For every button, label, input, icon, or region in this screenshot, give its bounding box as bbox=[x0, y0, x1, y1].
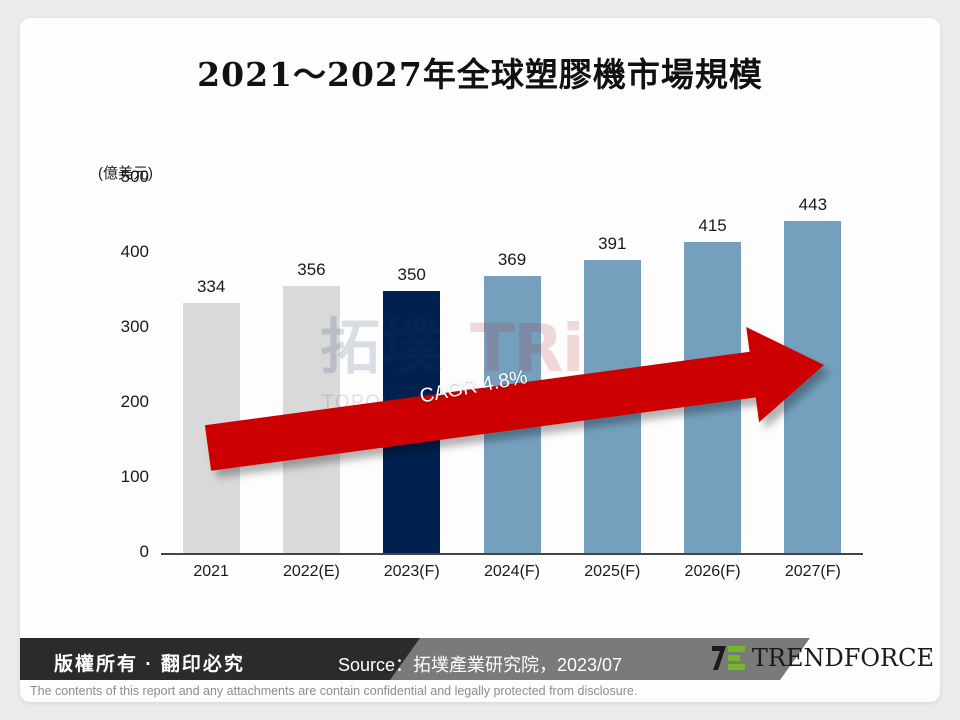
bar-value-label: 369 bbox=[497, 250, 527, 270]
disclaimer-text: The contents of this report and any atta… bbox=[30, 684, 638, 698]
brand-name: TRENDFORCE bbox=[751, 644, 934, 672]
x-axis-tick: 2022(E) bbox=[282, 563, 340, 580]
x-axis-tick: 2026(F) bbox=[684, 563, 741, 580]
bar-value-label: 443 bbox=[798, 194, 828, 214]
y-axis-tick: 0 bbox=[139, 542, 149, 561]
bar-value-label: 350 bbox=[397, 264, 426, 284]
bar-value-label: 356 bbox=[297, 260, 326, 279]
slide-canvas: 2021～2027年全球塑膠機市場規模 (億美元) 0 100 200 300 400 5… bbox=[20, 18, 940, 702]
bar bbox=[784, 220, 842, 553]
source-text: Source：拓墣產業研究院，2023/07 bbox=[337, 655, 623, 675]
bar bbox=[282, 286, 340, 553]
bar bbox=[583, 259, 641, 553]
y-axis-tick: 200 bbox=[120, 392, 149, 411]
page-title: 2021～2027年全球塑膠機市場規模 bbox=[197, 55, 763, 94]
bar-chart: (億美元) 0 100 200 300 400 500 334 356 350 369 391 41… bbox=[20, 18, 940, 638]
y-axis-tick: 400 bbox=[120, 242, 149, 261]
footer: Source：拓墣產業研究院，2023/07 版權所有 · 翻印必究 TREND… bbox=[20, 632, 940, 702]
brand-logo: TRENDFORCE bbox=[711, 644, 934, 672]
x-axis-line bbox=[161, 553, 863, 555]
x-axis-tick: 2021 bbox=[193, 563, 229, 580]
y-axis-unit-label: (億美元) bbox=[98, 165, 153, 182]
x-axis-tick: 2023(F) bbox=[383, 563, 440, 580]
bar bbox=[182, 302, 240, 553]
trendforce-mark-icon bbox=[711, 646, 745, 670]
copyright-text: 版權所有 · 翻印必究 bbox=[54, 654, 245, 675]
bar bbox=[383, 290, 441, 553]
x-axis-tick: 2025(F) bbox=[584, 563, 641, 580]
bar bbox=[684, 241, 742, 553]
x-axis-tick: 2024(F) bbox=[483, 563, 541, 580]
footer-band bbox=[20, 638, 940, 680]
x-axis-tick: 2027(F) bbox=[784, 563, 841, 580]
bar bbox=[483, 276, 541, 553]
y-axis-tick: 500 bbox=[120, 167, 149, 186]
bar-value-label: 415 bbox=[698, 215, 727, 235]
y-axis-tick: 100 bbox=[120, 467, 149, 486]
y-axis-tick: 300 bbox=[120, 317, 149, 336]
bar-value-label: 391 bbox=[598, 233, 627, 253]
bar-value-label: 334 bbox=[196, 276, 226, 296]
